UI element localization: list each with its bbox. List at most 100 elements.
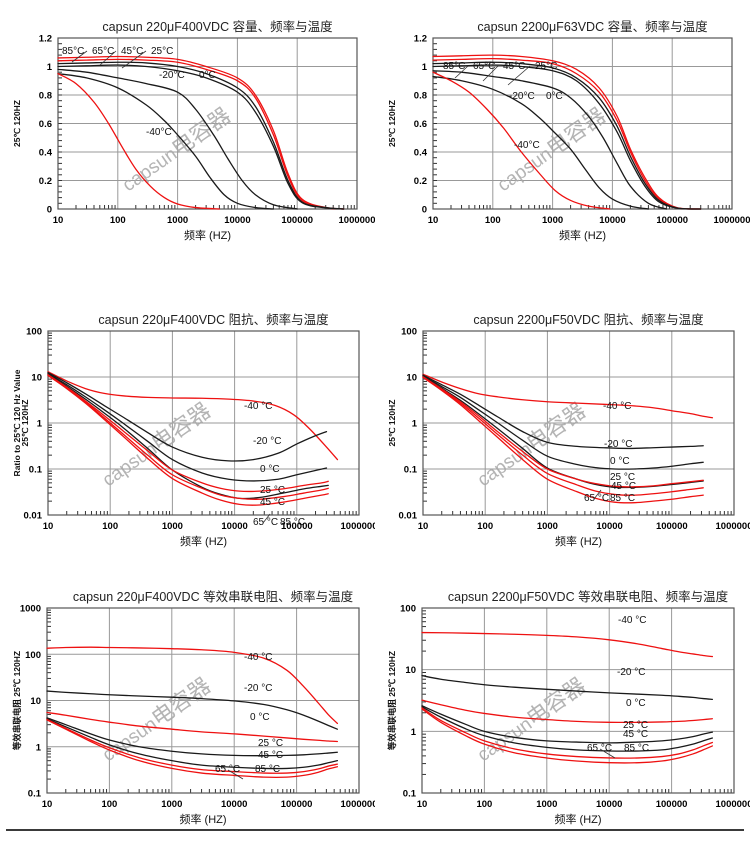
svg-text:100000: 100000	[281, 799, 313, 810]
svg-text:10: 10	[406, 373, 417, 384]
svg-text:1: 1	[37, 419, 43, 430]
svg-text:65 °C: 65 °C	[584, 493, 609, 504]
svg-text:0 °C: 0 °C	[626, 698, 646, 709]
svg-text:1000000: 1000000	[716, 521, 750, 532]
svg-text:100: 100	[102, 521, 118, 532]
svg-text:等效串联电阻 25℃ 120HZ: 等效串联电阻 25℃ 120HZ	[387, 651, 397, 751]
svg-text:0°C: 0°C	[546, 91, 563, 102]
svg-text:100: 100	[400, 604, 416, 615]
svg-text:10000: 10000	[221, 521, 247, 532]
svg-text:25℃ 120HZ: 25℃ 120HZ	[387, 400, 397, 447]
svg-text:1: 1	[47, 62, 53, 73]
svg-text:频率 (HZ): 频率 (HZ)	[180, 534, 227, 548]
svg-text:-40 °C: -40 °C	[244, 652, 272, 663]
svg-text:0.2: 0.2	[414, 176, 427, 187]
svg-text:1000: 1000	[167, 215, 188, 226]
svg-text:频率 (HZ): 频率 (HZ)	[559, 228, 606, 242]
svg-text:1000: 1000	[20, 604, 41, 615]
svg-text:100000: 100000	[281, 215, 313, 226]
svg-text:100: 100	[485, 215, 501, 226]
svg-text:-20 °C: -20 °C	[244, 683, 272, 694]
svg-text:等效串联电阻 25℃ 120HZ: 等效串联电阻 25℃ 120HZ	[12, 651, 22, 751]
svg-text:频率 (HZ): 频率 (HZ)	[555, 534, 602, 548]
svg-text:100: 100	[110, 215, 126, 226]
svg-text:100: 100	[401, 327, 417, 338]
svg-text:10000: 10000	[224, 215, 250, 226]
svg-text:-40°C: -40°C	[514, 140, 540, 151]
svg-text:0.2: 0.2	[39, 176, 52, 187]
svg-text:10: 10	[43, 521, 54, 532]
svg-text:45 °C: 45 °C	[258, 750, 283, 761]
svg-text:100000: 100000	[656, 521, 688, 532]
svg-text:1000: 1000	[536, 799, 557, 810]
svg-text:capsun 2200μF50VDC 等效串联电阻、频率: capsun 2200μF50VDC 等效串联电阻、频率与温度	[448, 589, 729, 604]
svg-text:-40 °C: -40 °C	[618, 615, 646, 626]
svg-text:0 °C: 0 °C	[260, 464, 280, 475]
svg-text:10000: 10000	[221, 799, 247, 810]
svg-text:25 °C: 25 °C	[260, 485, 285, 496]
svg-text:-20 °C: -20 °C	[253, 436, 281, 447]
svg-text:capsun 220μF400VDC 容量、频率与温度: capsun 220μF400VDC 容量、频率与温度	[102, 19, 333, 34]
svg-text:25℃ 120HZ: 25℃ 120HZ	[20, 400, 30, 447]
svg-text:85°C: 85°C	[443, 61, 465, 72]
svg-text:1000000: 1000000	[341, 799, 375, 810]
svg-text:0 °C: 0 °C	[250, 712, 270, 723]
svg-text:capsun电容器: capsun电容器	[117, 103, 236, 196]
svg-text:45 °C: 45 °C	[611, 481, 636, 492]
svg-text:100: 100	[476, 799, 492, 810]
svg-text:100000: 100000	[656, 799, 688, 810]
svg-text:10000: 10000	[596, 799, 622, 810]
svg-text:85 °C: 85 °C	[610, 493, 635, 504]
svg-text:0.01: 0.01	[24, 511, 43, 522]
svg-text:100: 100	[25, 650, 41, 661]
svg-text:0.8: 0.8	[414, 91, 427, 102]
svg-text:10000: 10000	[596, 521, 622, 532]
svg-text:85 °C: 85 °C	[624, 743, 649, 754]
svg-text:capsun 2200μF63VDC 容量、频率与温度: capsun 2200μF63VDC 容量、频率与温度	[477, 19, 708, 34]
svg-text:1.2: 1.2	[39, 34, 52, 45]
svg-text:0.1: 0.1	[403, 789, 417, 800]
svg-text:10000: 10000	[599, 215, 625, 226]
svg-text:100000: 100000	[656, 215, 688, 226]
svg-text:100: 100	[477, 521, 493, 532]
svg-text:10: 10	[405, 665, 416, 676]
svg-text:-20 °C: -20 °C	[617, 667, 645, 678]
svg-text:10: 10	[42, 799, 53, 810]
svg-text:1000: 1000	[161, 799, 182, 810]
svg-text:45 °C: 45 °C	[260, 497, 285, 508]
svg-text:0.4: 0.4	[39, 148, 53, 159]
svg-text:25 °C: 25 °C	[258, 738, 283, 749]
svg-text:0.6: 0.6	[39, 119, 52, 130]
svg-text:25°C: 25°C	[151, 46, 173, 57]
svg-text:0.8: 0.8	[39, 91, 52, 102]
svg-text:-40 °C: -40 °C	[244, 401, 272, 412]
svg-text:capsun 2200μF50VDC 阻抗、频率与温度: capsun 2200μF50VDC 阻抗、频率与温度	[473, 312, 704, 327]
svg-text:0: 0	[47, 205, 52, 216]
svg-text:45°C: 45°C	[503, 61, 525, 72]
svg-text:0.01: 0.01	[399, 511, 418, 522]
svg-text:10: 10	[53, 215, 64, 226]
svg-text:0.6: 0.6	[414, 119, 427, 130]
svg-text:1: 1	[411, 727, 417, 738]
svg-text:100000: 100000	[281, 521, 313, 532]
svg-text:1: 1	[412, 419, 418, 430]
svg-text:1: 1	[422, 62, 428, 73]
svg-text:-40°C: -40°C	[146, 127, 172, 138]
svg-text:65 °C: 65 °C	[587, 743, 612, 754]
svg-text:0.4: 0.4	[414, 148, 428, 159]
svg-text:25℃ 120HZ: 25℃ 120HZ	[12, 100, 22, 147]
svg-text:capsun 220μF400VDC 等效串联电阻、频率: capsun 220μF400VDC 等效串联电阻、频率与温度	[73, 589, 354, 604]
svg-text:85 °C: 85 °C	[255, 764, 280, 775]
svg-text:1000000: 1000000	[716, 799, 750, 810]
svg-text:0.1: 0.1	[29, 465, 43, 476]
svg-text:频率 (HZ): 频率 (HZ)	[554, 812, 601, 826]
svg-text:10: 10	[30, 696, 41, 707]
svg-text:10: 10	[418, 521, 429, 532]
svg-text:capsun电容器: capsun电容器	[492, 103, 611, 196]
svg-text:1000: 1000	[542, 215, 563, 226]
svg-text:capsun 220μF400VDC 阻抗、频率与温度: capsun 220μF400VDC 阻抗、频率与温度	[98, 312, 329, 327]
svg-text:65 °C: 65 °C	[215, 764, 240, 775]
svg-text:65°C: 65°C	[473, 61, 495, 72]
svg-text:-40 °C: -40 °C	[603, 401, 631, 412]
svg-text:1000: 1000	[537, 521, 558, 532]
